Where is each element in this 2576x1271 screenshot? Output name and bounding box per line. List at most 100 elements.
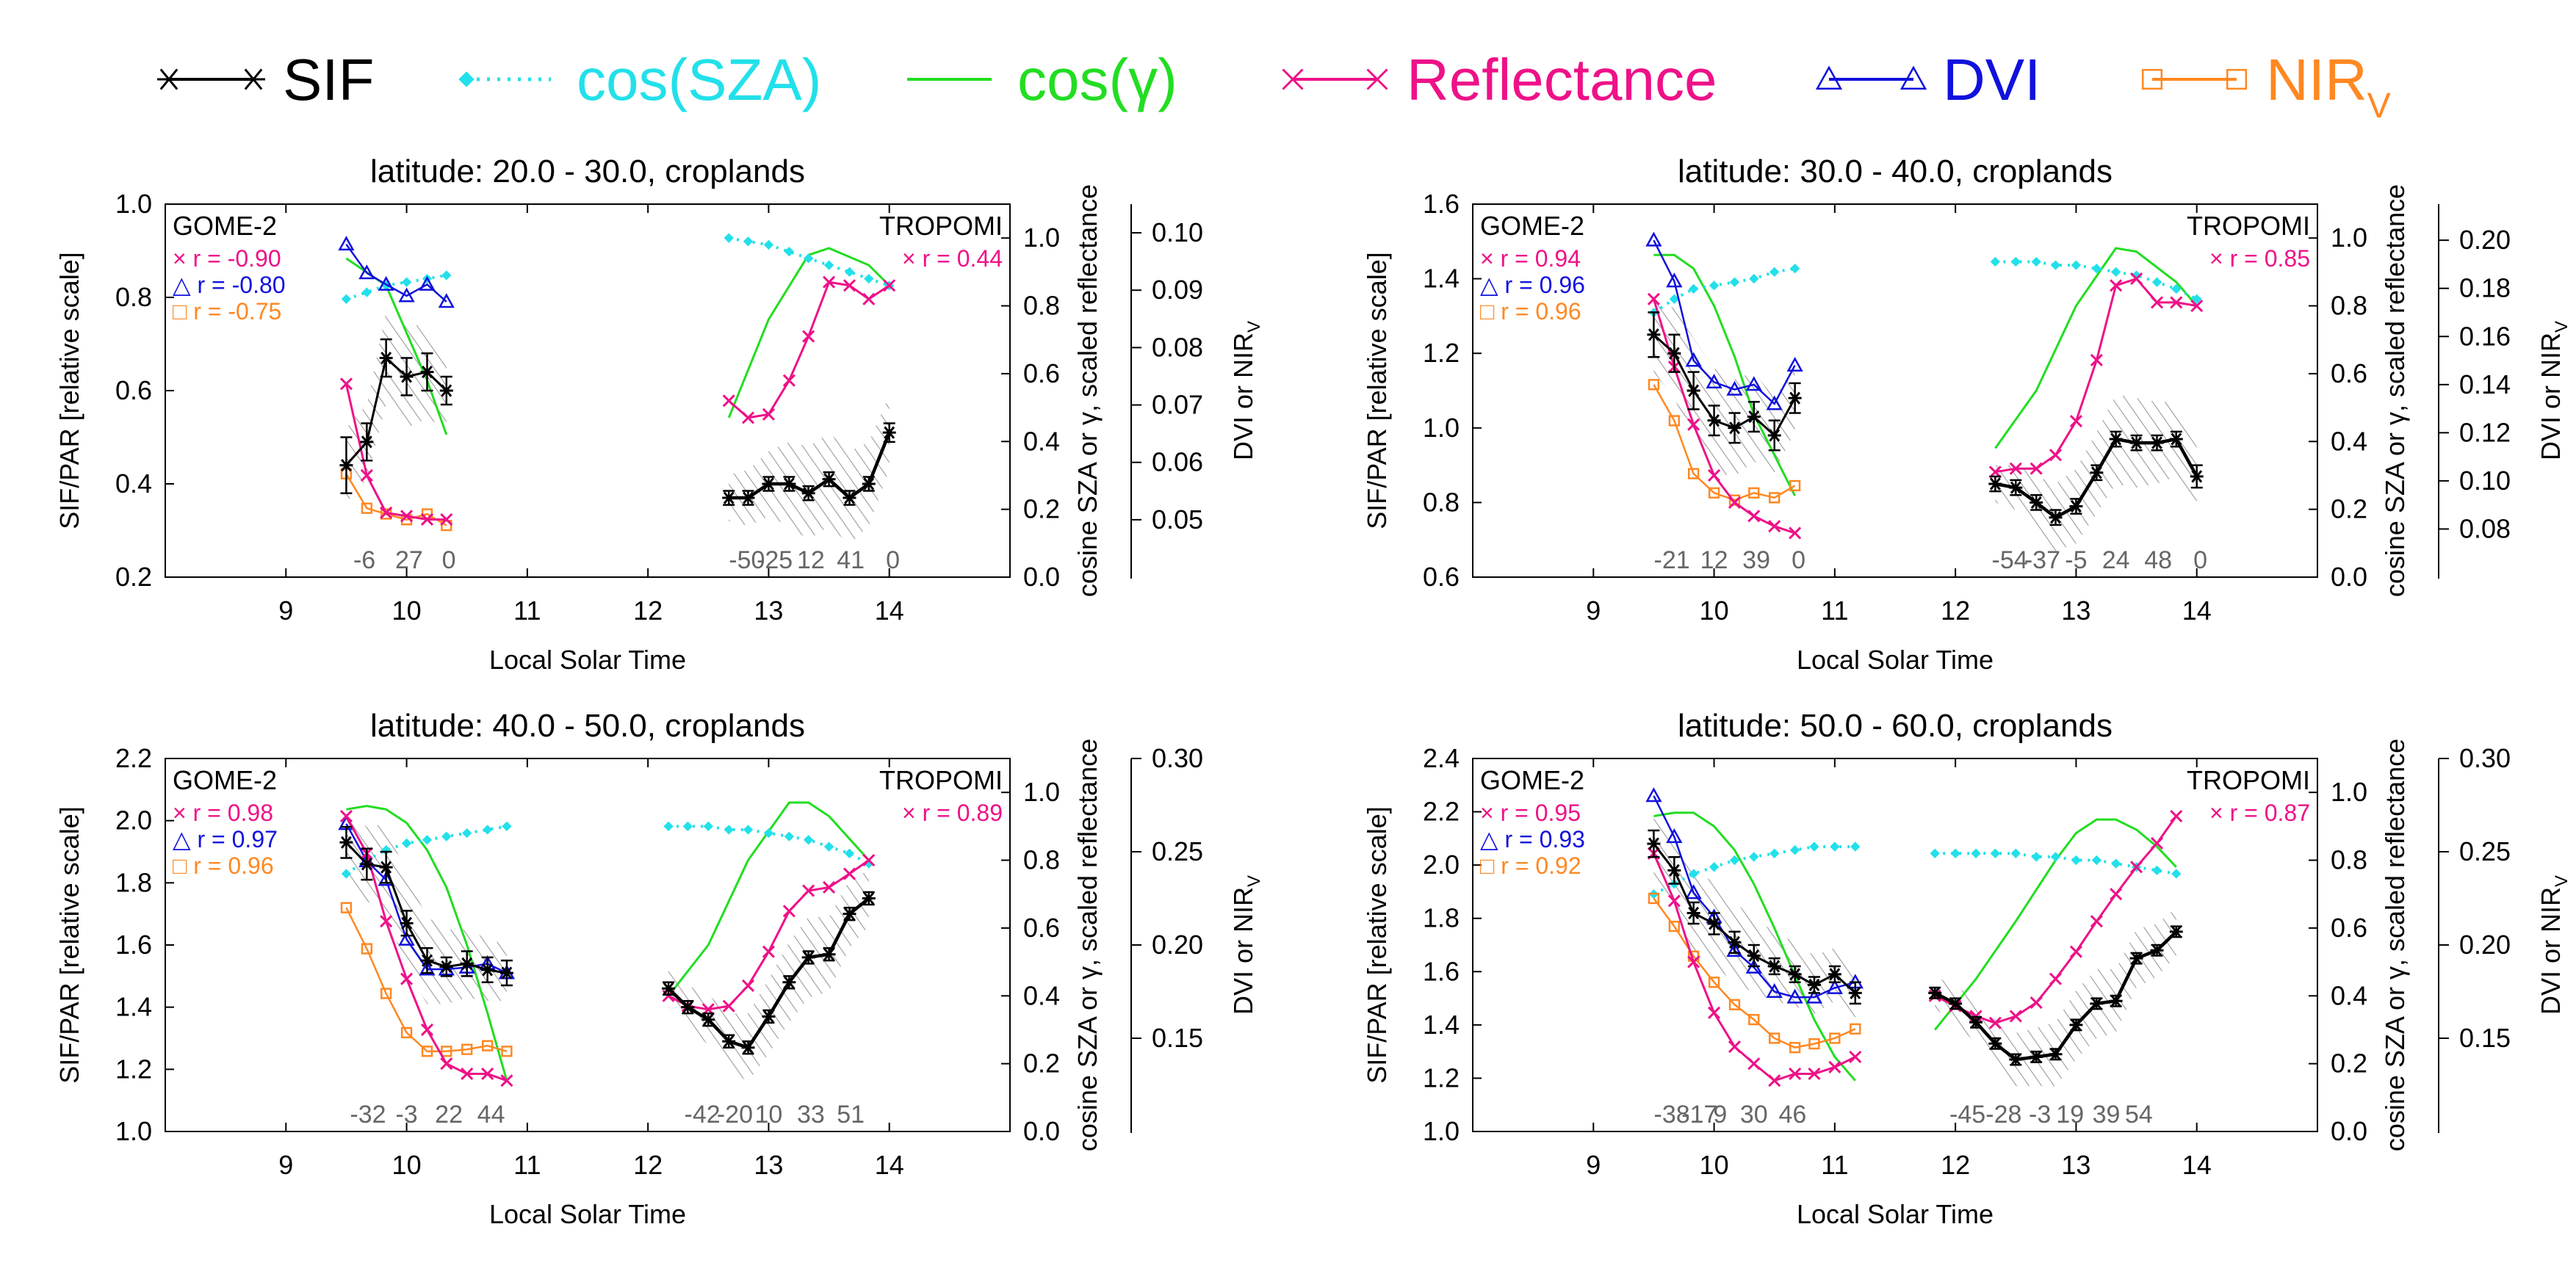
chart-panel-1: latitude: 20.0 - 30.0, croplands 9 10 11 12 1… — [54, 153, 1264, 675]
gome-dvi-point — [1685, 352, 1702, 367]
gome-nirv-point — [1808, 1038, 1820, 1050]
corr-gome-dvi: △ r = 0.93 — [1480, 826, 1585, 852]
vza-label: 12 — [797, 546, 825, 574]
y2-tick-label: 0.0 — [1023, 562, 1060, 592]
gome-sif-point — [1767, 960, 1781, 973]
gome-dvi-point — [398, 930, 415, 946]
chart-panel-2: latitude: 30.0 - 40.0, croplands 9 10 11 12 1… — [1362, 153, 2572, 675]
tropomi-sif-point — [1969, 1015, 1983, 1029]
corr-gome-nirv: □ r = -0.75 — [173, 298, 281, 325]
y-axis-label-left: SIF/PAR [relative scale] — [54, 252, 84, 529]
vza-label: 12 — [1700, 546, 1728, 574]
tropomi-cos-sza-point — [2171, 869, 2182, 879]
gome-sif-point — [1848, 986, 1862, 999]
vza-label: -3 — [2029, 1101, 2051, 1129]
tropomi-label: TROPOMI — [2187, 211, 2310, 241]
gome-reflectance-point-b — [1687, 418, 1700, 431]
gome-nirv-point — [481, 1040, 494, 1051]
gome-cos-gamma-line — [346, 805, 508, 1082]
tropomi-cos-sza-point — [2110, 858, 2121, 869]
tropomi-cos-sza-point — [2171, 283, 2182, 294]
vza-label: 0 — [1792, 546, 1805, 574]
gome-sif-point-d2 — [1709, 917, 1720, 930]
legend-label-reflectance: Reflectance — [1407, 47, 1717, 112]
gome-cos-sza-point — [401, 838, 412, 849]
gome-dvi-point — [1786, 357, 1803, 372]
gome-nirv-point — [400, 1026, 413, 1039]
gome-cos-sza-point — [361, 287, 372, 297]
vza-label: -25 — [757, 546, 793, 574]
y-tick-label: 1.6 — [1423, 956, 1460, 986]
gome-cos-sza-point — [462, 828, 472, 839]
x-tick-label: 9 — [278, 595, 293, 626]
tropomi-sif-point — [2069, 1018, 2083, 1032]
y2-tick-label: 1.0 — [2331, 777, 2367, 807]
legend-item-cos-gamma: cos(γ) — [907, 47, 1177, 112]
tropomi-sif-point — [2030, 1050, 2043, 1064]
tropomi-cos-sza-point — [2031, 256, 2041, 267]
y3-tick-label: 0.06 — [1152, 447, 1203, 477]
gome-nirv-point — [1728, 999, 1741, 1010]
y-axis-label-left: SIF/PAR [relative scale] — [1362, 252, 1392, 529]
gome-sif-point — [1686, 906, 1700, 920]
vza-label: 19 — [2056, 1101, 2084, 1129]
y-tick-label: 1.2 — [1423, 338, 1460, 368]
tropomi-sif-point — [1988, 477, 2002, 490]
vza-label: -54 — [1992, 546, 2028, 574]
gome-reflectance-point-b — [420, 513, 434, 526]
gome-reflectance-point-b — [481, 1067, 494, 1081]
tropomi-reflectance-point-b — [2110, 888, 2123, 901]
gome-reflectance-point-b — [1828, 1060, 1841, 1073]
gome-nirv-point — [441, 1046, 452, 1057]
legend-diamond — [458, 71, 475, 87]
gome-cos-sza-point — [1769, 848, 1780, 858]
gome-nirv-point — [1748, 1013, 1760, 1026]
tropomi-sif-point-d2 — [723, 491, 735, 504]
gome-sif-point-d2 — [1789, 968, 1801, 981]
gome-sif-point — [360, 858, 374, 871]
y3-tick-label: 0.20 — [2459, 930, 2511, 960]
legend-triangle-left — [1815, 65, 1843, 90]
x-tick-label: 13 — [754, 1150, 783, 1180]
y2-tick-label: 0.4 — [2331, 426, 2367, 456]
tropomi-sif-point — [2129, 436, 2143, 449]
tropomi-reflectance-point — [802, 330, 815, 343]
tropomi-cos-sza-point — [2010, 848, 2021, 858]
y3-tick-label: 0.05 — [1152, 504, 1203, 535]
tropomi-label: TROPOMI — [879, 765, 1003, 795]
gome-reflectance-point — [1747, 1057, 1761, 1071]
y-axis-label-right2: DVI or NIRV — [2536, 875, 2572, 1015]
tropomi-sif-point — [1988, 1037, 2002, 1050]
vza-label: 0 — [2193, 546, 2207, 574]
gome-dvi-line — [345, 243, 447, 303]
tropomi-sif-point-d2 — [2110, 994, 2122, 1007]
gome-nirv-line — [1653, 384, 1796, 501]
y2-tick-label: 0.2 — [1023, 494, 1060, 524]
tropomi-cos-sza-point — [743, 825, 754, 835]
gome-sif-point — [1788, 391, 1802, 405]
tropomi-sif-point — [2009, 1053, 2023, 1066]
y2-tick-label: 0.8 — [2331, 845, 2367, 875]
y3-tick-label: 0.25 — [2459, 836, 2511, 866]
gome-sif-point — [379, 861, 393, 874]
gome-sif-point-d2 — [1789, 391, 1801, 405]
tropomi-reflectance-point-b — [782, 905, 795, 918]
gome-nirv-point — [361, 943, 373, 955]
x-tick-label: 13 — [2061, 1150, 2090, 1180]
gome-dvi-point — [358, 264, 375, 280]
tropomi-reflectance-point-b — [782, 374, 795, 387]
legend-asterisk-left — [157, 68, 181, 90]
gome-sif-point-d2 — [401, 370, 413, 383]
tropomi-reflectance-point-b — [2090, 353, 2103, 366]
tropomi-cos-sza-line — [1995, 260, 2198, 301]
y2-tick-label: 0.8 — [2331, 291, 2367, 321]
tropomi-sif-point-d2 — [844, 491, 855, 504]
tropomi-sif-point-d2 — [2131, 952, 2143, 965]
tropomi-reflectance-point — [2049, 449, 2063, 462]
y-tick-label: 1.0 — [1423, 1116, 1460, 1146]
tropomi-cos-sza-point — [784, 246, 795, 257]
tropomi-sif-point-d2 — [2171, 432, 2182, 446]
tropomi-reflectance-point — [1988, 1016, 2002, 1029]
gome-sif-point-d2 — [340, 836, 352, 849]
